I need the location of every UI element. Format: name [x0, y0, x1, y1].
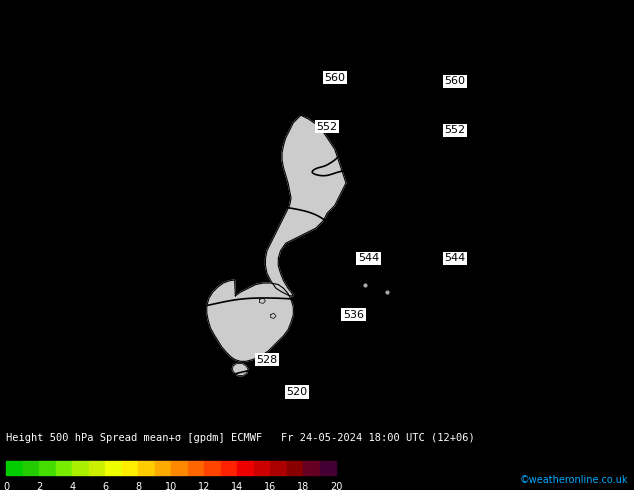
Text: 536: 536	[343, 310, 364, 319]
Text: 0: 0	[3, 482, 10, 490]
Polygon shape	[233, 364, 248, 376]
Bar	[188, 461, 204, 475]
Text: 4: 4	[69, 482, 75, 490]
Bar	[6, 461, 23, 475]
Text: 6: 6	[102, 482, 108, 490]
Bar	[138, 461, 155, 475]
Text: 544: 544	[444, 253, 466, 263]
Bar	[287, 461, 303, 475]
Bar	[155, 461, 171, 475]
Bar	[89, 461, 105, 475]
Bar	[204, 461, 221, 475]
Bar	[23, 461, 39, 475]
Bar	[56, 461, 72, 475]
Text: 10: 10	[165, 482, 178, 490]
Text: 520: 520	[287, 387, 307, 397]
Bar	[237, 461, 254, 475]
Text: 16: 16	[264, 482, 276, 490]
Bar	[105, 461, 122, 475]
Bar	[320, 461, 336, 475]
Bar	[39, 461, 56, 475]
Bar	[254, 461, 270, 475]
Text: 20: 20	[330, 482, 342, 490]
Polygon shape	[207, 280, 294, 361]
Text: ©weatheronline.co.uk: ©weatheronline.co.uk	[519, 475, 628, 485]
Text: 544: 544	[358, 253, 379, 263]
Polygon shape	[259, 298, 266, 303]
Bar	[171, 461, 188, 475]
Text: 552: 552	[316, 122, 338, 131]
Bar	[221, 461, 237, 475]
Polygon shape	[271, 313, 276, 318]
Text: 560: 560	[444, 76, 465, 86]
Bar	[270, 461, 287, 475]
Polygon shape	[266, 115, 346, 296]
Text: 560: 560	[324, 73, 345, 83]
Text: 18: 18	[297, 482, 309, 490]
Bar	[303, 461, 320, 475]
Text: 8: 8	[135, 482, 141, 490]
Bar	[72, 461, 89, 475]
Text: Height 500 hPa Spread mean+σ [gpdm] ECMWF   Fr 24-05-2024 18:00 UTC (12+06): Height 500 hPa Spread mean+σ [gpdm] ECMW…	[6, 434, 475, 443]
Text: 552: 552	[444, 125, 465, 135]
Text: 2: 2	[36, 482, 42, 490]
Text: 14: 14	[231, 482, 243, 490]
Text: 528: 528	[256, 355, 278, 365]
Text: 12: 12	[198, 482, 210, 490]
Bar	[122, 461, 138, 475]
